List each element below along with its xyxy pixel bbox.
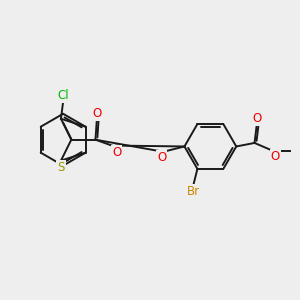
Text: O: O <box>157 151 167 164</box>
Text: O: O <box>112 146 121 159</box>
Text: Br: Br <box>186 185 200 198</box>
Text: O: O <box>92 107 101 120</box>
Text: O: O <box>271 150 280 163</box>
Text: Cl: Cl <box>58 89 69 102</box>
Text: S: S <box>57 160 64 174</box>
Text: O: O <box>252 112 262 125</box>
